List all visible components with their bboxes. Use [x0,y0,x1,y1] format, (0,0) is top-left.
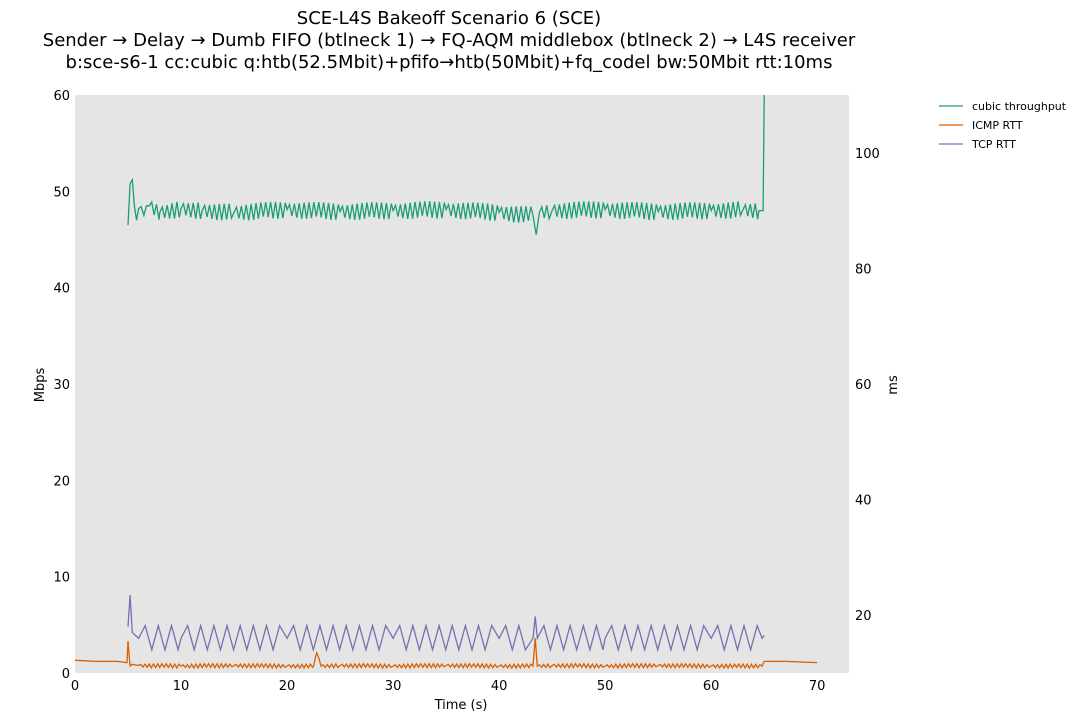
chart-title: SCE-L4S Bakeoff Scenario 6 (SCE) [297,8,601,29]
y2-tick-label: 100 [855,147,880,162]
y-tick-label: 20 [53,474,70,489]
y-tick-label: 30 [53,378,70,393]
legend-label: cubic throughput [972,100,1067,113]
y2-tick-label: 80 [855,262,872,277]
x-tick-label: 10 [173,679,190,694]
legend-label: TCP RTT [971,138,1016,151]
chart-subtitle: Sender → Delay → Dumb FIFO (btlneck 1) →… [43,30,856,51]
y2-tick-label: 60 [855,378,872,393]
y2-tick-label: 40 [855,494,872,509]
legend: cubic throughput ICMP RTT TCP RTT [939,100,1067,151]
y-tick-label: 0 [62,667,70,682]
series-line-cubic-throughput [127,94,765,235]
series-layer [74,94,818,670]
plot-area [75,95,849,673]
y2-tick-label: 20 [855,609,872,624]
x-tick-label: 20 [279,679,296,694]
y-tick-label: 40 [53,282,70,297]
x-tick-label: 30 [385,679,402,694]
x-tick-label: 40 [491,679,508,694]
series-line-tcp-rtt [127,594,765,653]
y2-axis-label: ms [886,375,901,395]
x-tick-label: 50 [597,679,614,694]
x-tick-label: 0 [71,679,79,694]
chart-subtitle-config: b:sce-s6-1 cc:cubic q:htb(52.5Mbit)+pfif… [66,52,833,73]
ticks-layer: 0 10 20 30 40 50 60 70 0 10 20 30 40 50 60 20 40 60 80 100 [53,89,879,694]
x-tick-label: 60 [703,679,720,694]
y-tick-label: 10 [53,571,70,586]
legend-label: ICMP RTT [972,119,1023,132]
y-tick-label: 50 [53,185,70,200]
y-axis-label: Mbps [33,368,48,403]
series-line-icmp-rtt [74,638,818,670]
x-tick-label: 70 [809,679,826,694]
x-axis-label: Time (s) [434,698,488,713]
y-tick-label: 60 [53,89,70,104]
